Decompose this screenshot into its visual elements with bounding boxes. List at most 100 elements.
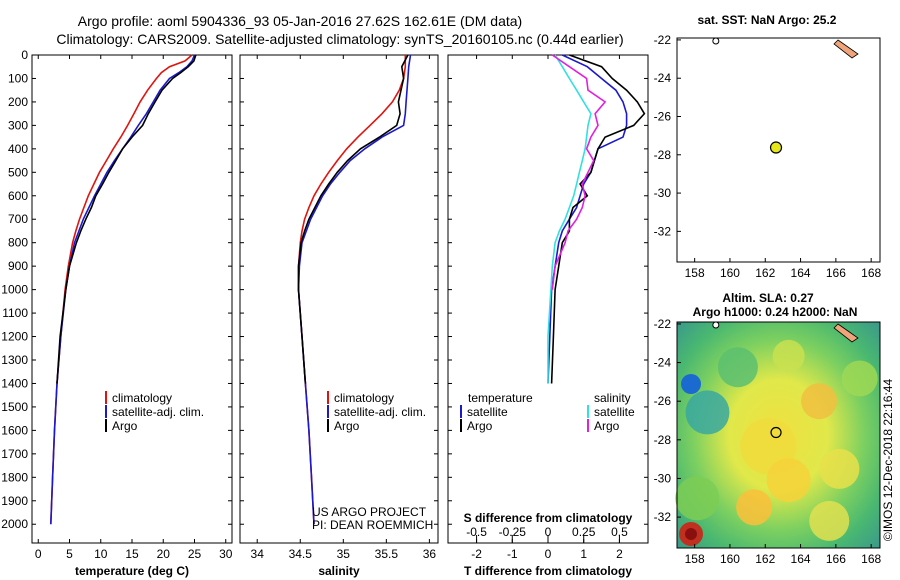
x2-tick-label: -0.5	[466, 525, 487, 539]
lat-tick-label: -26	[654, 109, 672, 123]
y-tick-label: 300	[8, 118, 28, 132]
x-tick-label: 0	[545, 547, 552, 561]
salinity-panel: 34 34.5 35 35.5 36 salinity	[239, 54, 439, 578]
legend-heading-temperature: temperature	[468, 391, 533, 405]
x2-tick-label: -0.25	[499, 525, 527, 539]
series-line-magenta	[551, 54, 607, 290]
legend-label-satellite: satellite-adj. clim.	[334, 405, 426, 419]
series-line-satellite	[50, 54, 196, 525]
legend-label-climatology: climatology	[112, 391, 172, 405]
legend-label-climatology: climatology	[334, 391, 394, 405]
lon-tick-label: 164	[791, 552, 811, 566]
imos-label: ©IMOS 12-Dec-2018 22:16:44	[881, 379, 895, 542]
difference-legend: temperature salinity satellite Argo sate…	[460, 391, 635, 433]
profile-location-marker	[769, 141, 783, 154]
y-tick-label: 1700	[1, 447, 28, 461]
island-marker	[712, 37, 720, 45]
sla-anomaly	[766, 458, 811, 503]
sla-low-anomaly	[681, 374, 701, 394]
profile-location-marker	[770, 426, 782, 439]
x-tick-label: 0	[35, 547, 42, 561]
series-line-argo	[56, 54, 197, 384]
x-tick-label: 36	[423, 547, 437, 561]
x-tick-label: 34	[251, 547, 265, 561]
lat-tick-label: -26	[654, 394, 672, 408]
x-tick-label: 25	[188, 547, 202, 561]
lon-tick-label: 158	[685, 266, 705, 280]
lat-tick-label: -28	[654, 433, 672, 447]
temperature-panel: 0100200300400500600700800900100011001200…	[1, 48, 232, 578]
lon-tick-label: 164	[791, 266, 811, 280]
series-line-satellite	[297, 54, 412, 525]
legend-label-satellite: satellite-adj. clim.	[112, 405, 204, 419]
sla-anomaly	[736, 489, 773, 526]
legend-label-sal-satellite: satellite	[594, 405, 635, 419]
x2-tick-label: 0.5	[611, 525, 628, 539]
lat-tick-label: -24	[654, 71, 672, 85]
y-tick-label: 500	[8, 165, 28, 179]
y-tick-label: 1400	[1, 376, 28, 390]
x-tick-label: 1	[580, 547, 587, 561]
land-new-caledonia	[833, 39, 859, 59]
y-tick-label: 1500	[1, 400, 28, 414]
lon-tick-label: 162	[755, 266, 775, 280]
y-tick-label: 400	[8, 142, 28, 156]
sla-anomaly	[841, 360, 878, 397]
lon-tick-label: 160	[720, 266, 740, 280]
y-tick-label: 1900	[1, 494, 28, 508]
sst-map-title: sat. SST: NaN Argo: 25.2	[698, 13, 837, 27]
x-tick-label: 35.5	[375, 547, 399, 561]
y-tick-label: 1600	[1, 423, 28, 437]
legend-heading-salinity: salinity	[594, 391, 631, 405]
land-new-caledonia	[833, 323, 859, 343]
y-tick-label: 700	[8, 212, 28, 226]
lon-tick-label: 162	[755, 552, 775, 566]
x-tick-label: 10	[94, 547, 108, 561]
lat-tick-label: -30	[654, 186, 672, 200]
y-tick-label: 1000	[1, 283, 28, 297]
x-tick-label: 30	[219, 547, 233, 561]
lat-tick-label: -32	[654, 510, 672, 524]
plot-frame	[31, 54, 233, 544]
series-line-climatology	[297, 55, 407, 525]
lat-tick-label: -22	[654, 33, 672, 47]
legend-label-temp-argo: Argo	[467, 419, 493, 433]
series-line-argo	[297, 54, 409, 384]
salinity-legend: climatology satellite-adj. clim. Argo	[327, 391, 426, 433]
y-tick-label: 600	[8, 189, 28, 203]
y-tick-label: 100	[8, 71, 28, 85]
series-line-climatology	[50, 54, 193, 525]
x-tick-label: 35	[337, 547, 351, 561]
lon-tick-label: 160	[720, 552, 740, 566]
lat-tick-label: -28	[654, 148, 672, 162]
lon-tick-label: 166	[826, 552, 846, 566]
y-tick-label: 1800	[1, 470, 28, 484]
sla-anomaly	[819, 448, 860, 489]
y-tick-label: 200	[8, 95, 28, 109]
sla-anomaly	[772, 339, 805, 372]
y-tick-label: 1100	[2, 306, 28, 320]
lat-tick-label: -24	[654, 356, 672, 370]
x-axis-label: T difference from climatology	[464, 564, 632, 578]
x2-axis-label: S difference from climatology	[464, 511, 633, 525]
island-marker	[712, 321, 720, 329]
lon-tick-label: 166	[826, 266, 846, 280]
x-tick-label: -2	[471, 547, 482, 561]
figure-title-line1: Argo profile: aoml 5904336_93 05-Jan-201…	[78, 13, 522, 29]
x2-tick-label: 0	[545, 525, 552, 539]
sla-anomaly	[801, 383, 838, 420]
x-axis-label: salinity	[318, 564, 360, 578]
x2-tick-label: 0.25	[572, 525, 596, 539]
map-frame	[676, 321, 881, 549]
plot-frame	[447, 54, 649, 544]
x-tick-label: 20	[157, 547, 171, 561]
x-axis-label: temperature (deg C)	[75, 564, 189, 578]
y-tick-label: 900	[8, 259, 28, 273]
x-tick-label: 15	[125, 547, 139, 561]
legend-label-sal-argo: Argo	[594, 419, 620, 433]
sla-anomaly	[717, 347, 758, 388]
sla-map-title-line2: Argo h1000: 0.24 h2000: NaN	[693, 305, 858, 319]
legend-label-argo: Argo	[112, 419, 138, 433]
lon-tick-label: 158	[685, 552, 705, 566]
